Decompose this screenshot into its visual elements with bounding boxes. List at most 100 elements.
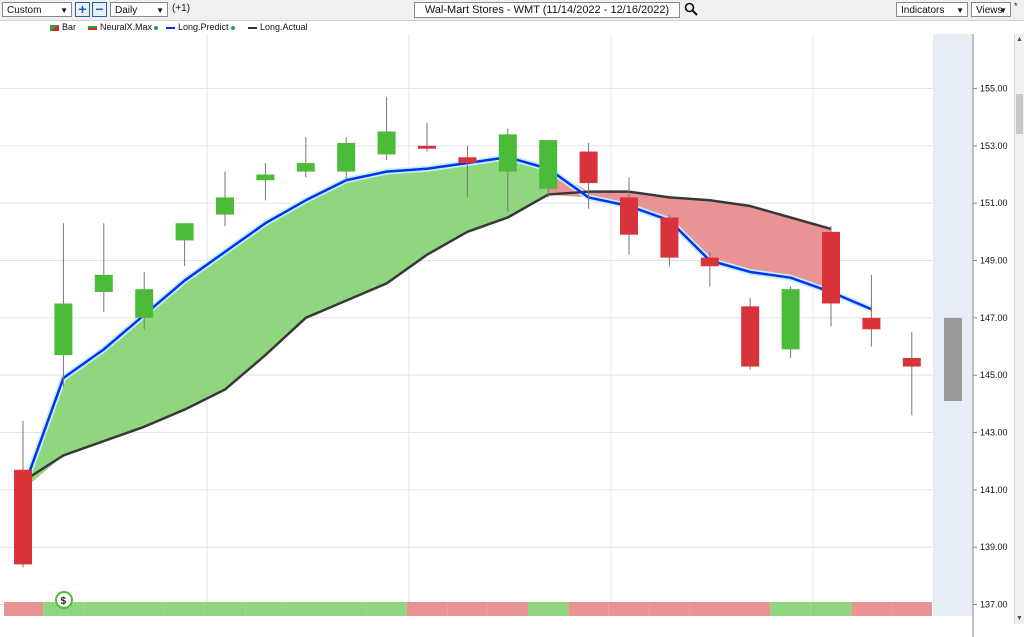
candle-body bbox=[54, 303, 73, 356]
legend-item-long-predict: Long.Predict bbox=[166, 22, 235, 32]
candle-body bbox=[418, 145, 436, 149]
y-axis: 155.00 153.00 151.00 149.00 147.00 145.00 143.… bbox=[972, 34, 1008, 637]
signal-cell bbox=[245, 602, 286, 616]
range-select-value: Custom bbox=[7, 5, 42, 16]
y-tick-label: 149.00 bbox=[980, 255, 1008, 265]
info-dot-icon bbox=[230, 25, 235, 30]
y-tick-label: 137.00 bbox=[980, 600, 1008, 610]
chevron-down-icon: ▼ bbox=[956, 6, 964, 15]
signal-marker-icon bbox=[55, 591, 73, 609]
signal-cell bbox=[164, 602, 205, 616]
y-tick-label: 151.00 bbox=[980, 198, 1008, 208]
indicator-lines bbox=[20, 154, 873, 491]
candle-body bbox=[741, 306, 760, 367]
signal-cell bbox=[528, 602, 569, 616]
signal-cell bbox=[406, 602, 448, 616]
candle-body bbox=[256, 174, 275, 181]
price-chart: $ 155.00 153.00 151.00 149.00 147.00 145.00 14… bbox=[0, 34, 1008, 637]
y-tick-label: 147.00 bbox=[980, 313, 1008, 323]
candle-body bbox=[781, 289, 800, 350]
vertical-scrollbar[interactable]: ▲ ▼ bbox=[1014, 34, 1024, 624]
area-fills bbox=[23, 157, 831, 490]
bullish-fill bbox=[23, 157, 589, 490]
candle-body bbox=[94, 274, 113, 293]
candle-body bbox=[498, 134, 517, 172]
views-button[interactable]: Views ▼ bbox=[971, 2, 1011, 17]
actual-line-icon bbox=[248, 26, 257, 29]
pin-icon[interactable]: * bbox=[1014, 1, 1018, 11]
candle-body bbox=[579, 151, 598, 184]
chevron-down-icon: ▼ bbox=[156, 6, 164, 15]
period-select[interactable]: Daily ▼ bbox=[110, 2, 168, 17]
candle-body bbox=[660, 217, 679, 258]
candle-body bbox=[620, 197, 638, 235]
signal-cell bbox=[689, 602, 730, 616]
y-tick-label: 139.00 bbox=[980, 542, 1008, 552]
views-label: Views bbox=[976, 5, 1003, 16]
search-icon[interactable] bbox=[684, 2, 698, 16]
chevron-down-icon: ▼ bbox=[60, 6, 68, 15]
zoom-out-button[interactable]: − bbox=[92, 2, 107, 17]
candle-body bbox=[539, 140, 558, 189]
candle-body bbox=[700, 257, 719, 267]
predict-line-icon bbox=[166, 26, 175, 29]
signal-cell bbox=[4, 602, 44, 616]
long-predict-line bbox=[21, 156, 872, 491]
candle-body bbox=[216, 197, 234, 215]
candlesticks bbox=[14, 97, 962, 568]
signal-cell bbox=[730, 602, 771, 616]
y-tick-label: 155.00 bbox=[980, 83, 1008, 93]
signal-cell bbox=[204, 602, 246, 616]
indicators-button[interactable]: Indicators ▼ bbox=[896, 2, 968, 17]
legend-item-neuralx: NeuralX.Max bbox=[88, 22, 159, 32]
signal-cell bbox=[608, 602, 650, 616]
scroll-up-icon[interactable]: ▲ bbox=[1016, 36, 1023, 43]
plus-icon: + bbox=[78, 1, 87, 17]
minus-icon: − bbox=[95, 1, 104, 17]
range-select[interactable]: Custom ▼ bbox=[2, 2, 72, 17]
zoom-in-button[interactable]: + bbox=[75, 2, 90, 17]
signal-strip: $ bbox=[4, 591, 932, 616]
toolbar: Custom ▼ + − Daily ▼ (+1) Wal-Mart Store… bbox=[0, 0, 1024, 21]
bar-swatch-icon bbox=[50, 24, 59, 31]
candle-body bbox=[458, 157, 477, 164]
signal-cell bbox=[487, 602, 528, 616]
signal-cell bbox=[366, 602, 407, 616]
indicators-label: Indicators bbox=[901, 5, 945, 16]
long-actual-line bbox=[22, 190, 832, 483]
period-select-value: Daily bbox=[115, 5, 138, 16]
chart-title: Wal-Mart Stores - WMT (11/14/2022 - 12/1… bbox=[414, 2, 680, 18]
legend-item-long-actual: Long.Actual bbox=[248, 22, 308, 32]
candle-body bbox=[902, 357, 921, 367]
candle-body bbox=[135, 289, 154, 318]
candle-body bbox=[862, 317, 881, 330]
y-tick-label: 145.00 bbox=[980, 370, 1008, 380]
scroll-thumb[interactable] bbox=[1016, 94, 1023, 134]
offset-label: (+1) bbox=[172, 3, 191, 14]
signal-marker-label: $ bbox=[61, 596, 67, 607]
signal-cell bbox=[124, 602, 165, 616]
signal-cell bbox=[891, 602, 932, 616]
signal-cell bbox=[83, 602, 124, 616]
signal-cell bbox=[43, 602, 84, 616]
candle-body bbox=[377, 131, 396, 155]
y-tick-label: 153.00 bbox=[980, 141, 1008, 151]
signal-cell bbox=[649, 602, 690, 616]
bearish-fill bbox=[548, 168, 831, 293]
candle-body bbox=[175, 223, 194, 241]
signal-cell bbox=[851, 602, 892, 616]
signal-cell bbox=[285, 602, 326, 616]
y-tick-label: 141.00 bbox=[980, 485, 1008, 495]
y-tick-label: 143.00 bbox=[980, 428, 1008, 438]
legend-item-bar: Bar bbox=[50, 22, 76, 32]
projection-bar bbox=[944, 317, 962, 401]
candle-body bbox=[14, 469, 32, 565]
scroll-down-icon[interactable]: ▼ bbox=[1016, 615, 1023, 622]
candle-body bbox=[337, 142, 356, 172]
candle-body bbox=[296, 163, 315, 172]
signal-cell bbox=[770, 602, 811, 616]
signal-cell bbox=[568, 602, 609, 616]
chevron-down-icon: ▼ bbox=[999, 6, 1007, 15]
candle-body bbox=[822, 231, 840, 304]
signal-cell bbox=[810, 602, 852, 616]
